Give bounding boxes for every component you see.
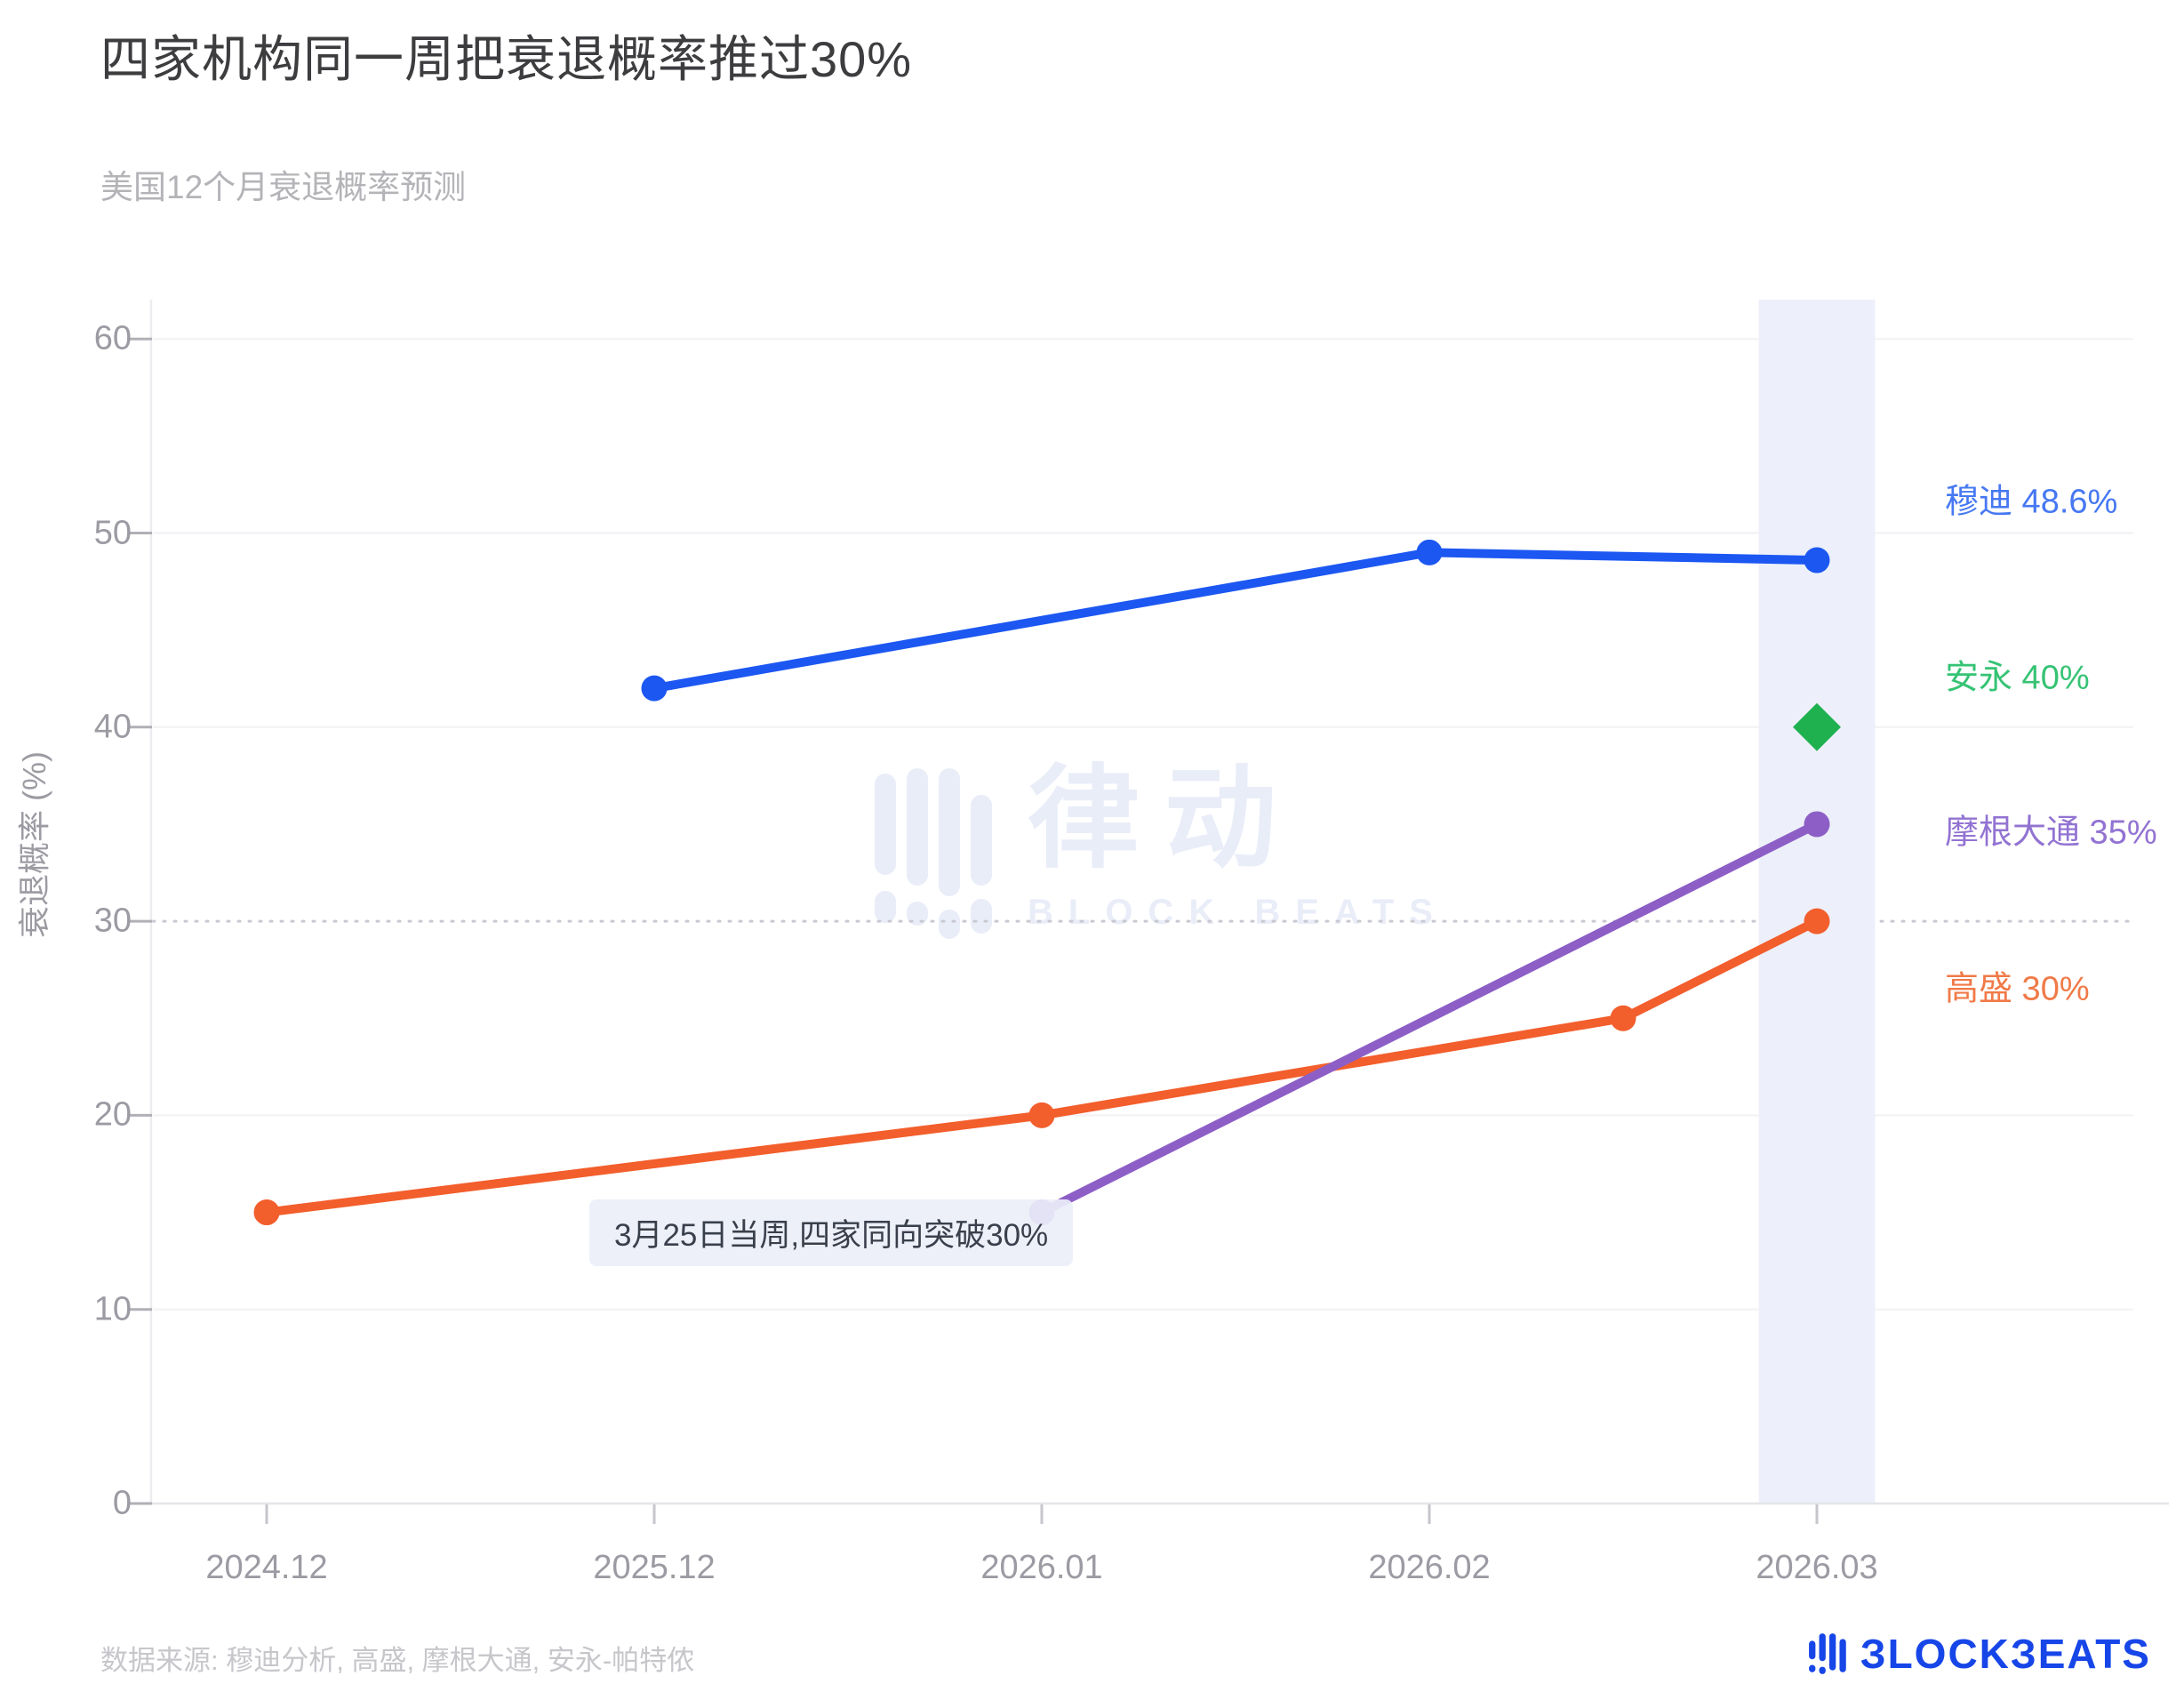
series-marker-2 [1804,811,1830,838]
brand-bars-icon [1808,1633,1846,1674]
series-line-0 [650,548,1821,694]
series-marker-diamond-1 [1793,702,1841,751]
series-marker-3 [1610,1005,1636,1031]
annotation-text: 3月25日当周,四家同向突破30% [614,1218,1049,1253]
annotation-box: 3月25日当周,四家同向突破30% [589,1199,1074,1266]
brand-logo: ЗLOCKЗEATS [1808,1630,2151,1678]
brand-wordmark: ЗLOCKЗEATS [1860,1631,2151,1677]
watermark-text: 律动 BLOCK BEATS [1028,763,1448,933]
watermark-en: BLOCK BEATS [1028,893,1448,932]
series-line-2 [1037,819,1821,1217]
series-marker-0 [1804,547,1830,573]
series-marker-3 [1804,908,1830,934]
data-source-note: 数据来源: 穆迪分析, 高盛, 摩根大通, 安永-帕特侬 [100,1645,695,1676]
y-axis-title: 衰退概率 (%) [16,751,52,938]
series-marker-0 [641,675,668,702]
watermark-bars-icon [875,768,992,939]
highlight-band [1758,300,1876,1504]
watermark-cn: 律动 [1028,756,1301,881]
watermark: 律动 BLOCK BEATS [875,763,1448,939]
page-title: 四家机构同一周把衰退概率推过30% [100,31,913,87]
series-marker-0 [1416,539,1443,565]
series-line-3 [262,917,1821,1217]
series-marker-3 [253,1199,280,1226]
series-marker-3 [1028,1102,1055,1128]
page-subtitle: 美国12个月衰退概率预测 [100,169,467,205]
